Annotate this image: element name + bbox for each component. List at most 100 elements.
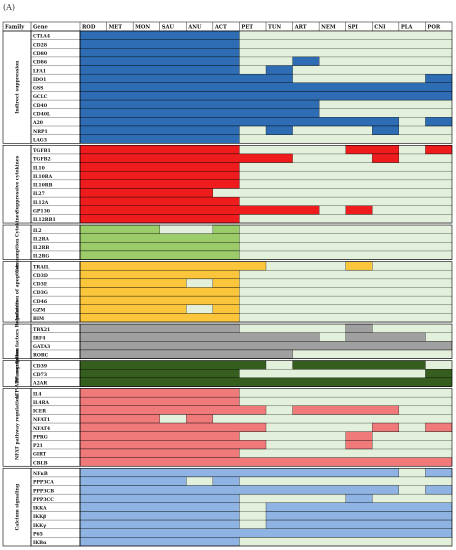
presence-cell [79,369,240,379]
presence-cell [79,287,240,297]
presence-cell [79,179,240,189]
presence-cell [292,360,426,370]
presence-cell [79,422,267,432]
gene-label: IDO1 [33,77,46,83]
gene-label: A20 [32,120,43,126]
family-grid-frame [79,467,453,547]
presence-cell [79,74,293,83]
gene-label: IL12RB1 [33,217,56,223]
presence-cell [345,323,373,333]
presence-cell [372,125,400,135]
gene-label: CD3E [33,282,48,288]
presence-cell [265,125,293,135]
species-header-por: POR [427,24,440,30]
gene-label: PPP3CB [33,488,54,494]
gene-label: CTLA4 [33,34,51,40]
presence-cell [79,332,320,342]
gene-label: IL10 [33,165,45,171]
gene-label: IRF4 [33,335,46,341]
gene-label: GSS [33,86,44,92]
presence-cell [79,214,240,224]
presence-cell [79,250,240,260]
family-label: Induction of apoptosis [15,262,21,320]
gene-label: CD40L [33,111,51,117]
presence-cell [372,422,400,432]
presence-cell [79,313,240,323]
presence-cell [345,145,400,155]
presence-cell [79,457,453,467]
gene-label: P65 [33,531,43,537]
presence-cell [79,224,160,234]
presence-cell [79,519,240,529]
species-header-act: ACT [214,24,227,30]
family-header: Family [5,24,25,30]
family-label: NFAT pathway regulation [15,394,21,460]
gene-label: IKKβ [33,514,46,520]
presence-cell [79,205,320,215]
species-header-spi: SPI [348,24,359,30]
family-grid-frame [79,360,453,387]
gene-label: GZM [33,308,45,314]
gene-label: LFA1 [33,68,46,74]
presence-cell [79,91,453,101]
gene-label: TGFB1 [33,148,51,154]
presence-cell [79,397,240,406]
presence-cell [79,153,293,163]
family-grid-frame [79,30,453,144]
presence-cell [372,153,400,163]
gene-label: GP130 [33,208,50,214]
gene-label: IL2 [33,228,42,234]
species-header-cni: CNI [374,24,386,30]
species-header-nem: NEM [321,24,336,30]
presence-cell [79,99,320,109]
family-grid-frame [79,261,453,323]
presence-cell [79,323,240,333]
presence-cell [79,171,240,180]
presence-cell [79,537,240,547]
gene-label: GIRT [33,452,47,458]
gene-label: IKKγ [33,523,47,529]
presence-cell [265,511,453,521]
gene-label: PPP3CA [33,480,54,486]
gene-label: IL2RG [33,254,49,260]
presence-cell [425,422,453,432]
presence-cell [345,261,373,271]
presence-cell [79,476,187,486]
presence-cell [425,74,453,83]
gene-label: NFκB [33,471,48,477]
presence-cell [79,261,267,271]
presence-cell [79,233,240,243]
presence-cell [345,440,373,450]
presence-cell [79,270,240,280]
panel-label: (A) [3,3,16,12]
species-header-met: MET [109,24,123,30]
gene-label: CD3D [33,273,48,279]
presence-cell [79,56,240,66]
species-header-tun: TUN [268,24,281,30]
presence-cell [265,502,453,512]
presence-cell [79,360,267,370]
presence-cell [79,431,240,441]
presence-cell [79,511,240,521]
species-header-pet: PET [241,24,253,30]
gene-label: IKKA [33,506,47,512]
presence-cell [186,414,214,424]
presence-cell [79,448,240,458]
presence-cell [79,528,453,538]
gene-label: TGFB2 [33,157,51,163]
gene-label: BIM [33,316,44,322]
family-grid-frame [79,144,453,224]
presence-cell [345,332,426,342]
species-header-pla: PLA [401,24,414,30]
family-grid-frame [79,224,453,260]
family-label: Indirect suppression [15,60,21,114]
gene-label: CD80 [33,51,47,57]
presence-cell [79,494,240,503]
gene-label: NRP1 [33,129,48,135]
gene-label: RORC [33,353,49,359]
presence-cell [79,304,187,314]
gene-label: TRAIL [33,264,50,270]
family-label: Consumption Cytokines [15,211,21,273]
presence-cell [79,108,320,118]
